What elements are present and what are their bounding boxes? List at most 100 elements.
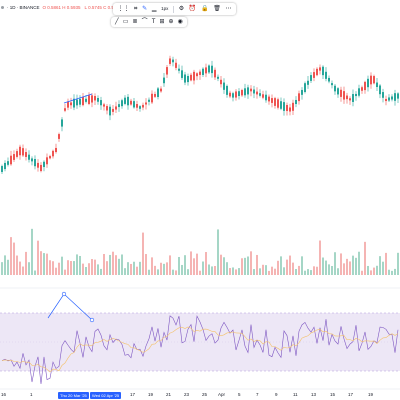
candle-body xyxy=(88,95,90,104)
candle-body xyxy=(232,93,234,98)
volume-bar xyxy=(142,232,144,275)
volume-bar xyxy=(373,267,375,275)
measure-icon[interactable]: ⊞ xyxy=(159,19,165,25)
x-tick: Apr xyxy=(218,392,226,397)
candle-body xyxy=(133,101,135,108)
candle-body xyxy=(55,147,57,153)
volume-bar xyxy=(145,254,147,275)
volume-bar xyxy=(136,266,138,275)
text-icon[interactable]: T xyxy=(151,19,156,25)
volume-bar xyxy=(385,252,387,275)
candle-body xyxy=(169,58,171,64)
candle-body xyxy=(316,68,318,76)
rectangle-icon[interactable]: ▭ xyxy=(122,19,129,25)
candle-body xyxy=(217,76,219,79)
status-dot-icon xyxy=(1,5,4,9)
candle-body xyxy=(34,158,36,167)
candle-body xyxy=(178,68,180,71)
pencil-icon[interactable]: ✎ xyxy=(142,6,148,12)
volume-bar xyxy=(220,254,222,275)
candle-body xyxy=(298,93,300,102)
candle-body xyxy=(52,150,54,157)
volume-bar xyxy=(223,257,225,275)
candle-body xyxy=(253,89,255,94)
drawing-tools-palette: ╱ ▭ ≣ ⌒ T ⊞ ⊕ ◉ xyxy=(111,17,187,27)
alert-icon[interactable]: ⏰ xyxy=(188,6,197,12)
range-end-badge[interactable]: Wed 02 Apr '25 xyxy=(90,392,122,399)
candle-body xyxy=(271,98,273,103)
zoom-icon[interactable]: ⊕ xyxy=(168,19,174,25)
candle-body xyxy=(181,70,183,78)
x-tick: 5 xyxy=(238,392,241,397)
candle-body xyxy=(340,89,342,97)
volume-bar xyxy=(283,267,285,275)
settings-icon[interactable]: ⚙ xyxy=(178,6,185,12)
volume-bar xyxy=(238,268,240,275)
candle-body xyxy=(337,88,339,95)
candle-body xyxy=(265,94,267,101)
candle-body xyxy=(235,91,237,98)
volume-bar xyxy=(124,268,126,275)
drag-handle-icon[interactable]: ⋮⋮ xyxy=(117,6,130,12)
line-color-icon[interactable]: ▁ xyxy=(151,6,157,12)
candle-body xyxy=(379,85,381,95)
symbol-label[interactable]: · 1D · BINANCE xyxy=(7,4,40,10)
volume-bar xyxy=(292,262,294,275)
rsi-ma-line xyxy=(1,326,399,373)
volume-bar xyxy=(112,251,114,275)
trend-line-icon[interactable]: ╱ xyxy=(115,19,119,25)
volume-bar xyxy=(37,240,39,275)
brush-icon[interactable]: ⌒ xyxy=(141,19,148,25)
volume-bar xyxy=(235,269,237,275)
volume-bar xyxy=(208,264,210,275)
candle-body xyxy=(19,146,21,156)
candle-body xyxy=(229,92,231,97)
more-icon[interactable]: ⋯ xyxy=(225,6,232,12)
volume-bar xyxy=(73,261,75,275)
fib-icon[interactable]: ≣ xyxy=(132,19,138,25)
candle-body xyxy=(172,59,174,63)
range-start-badge[interactable]: Thu 20 Mar '25 xyxy=(58,392,89,399)
candle-body xyxy=(301,89,303,95)
candle-body xyxy=(220,79,222,85)
candle-body xyxy=(97,97,99,102)
volume-bar xyxy=(85,266,87,275)
volume-bar xyxy=(121,254,123,275)
volume-bar xyxy=(31,228,33,275)
volume-bar xyxy=(370,270,372,275)
volume-bar xyxy=(175,270,177,275)
line-width-selector[interactable]: 1px xyxy=(161,5,169,11)
delete-icon[interactable]: 🗑 xyxy=(213,6,221,12)
candle-body xyxy=(190,74,192,81)
volume-bar xyxy=(109,254,111,275)
volume-bar xyxy=(262,264,264,275)
lock-icon[interactable]: 🔒 xyxy=(201,6,209,12)
candle-body xyxy=(127,96,129,106)
volume-bar xyxy=(160,262,162,275)
volume-bar xyxy=(340,253,342,275)
x-tick: 19 xyxy=(368,392,374,397)
eye-icon[interactable]: ◉ xyxy=(177,19,183,25)
candle-body xyxy=(280,101,282,109)
volume-bar xyxy=(154,265,156,275)
volume-bar xyxy=(40,251,42,275)
candle-body xyxy=(1,166,3,172)
time-axis[interactable]: 16 1 Thu 20 Mar '25 Wed 02 Apr '25 17 19… xyxy=(0,390,400,400)
volume-bar xyxy=(7,259,9,275)
volume-bar xyxy=(4,255,6,275)
volume-bar xyxy=(82,263,84,275)
volume-bar xyxy=(19,261,21,275)
candle-body xyxy=(382,92,384,98)
volume-bar xyxy=(346,258,348,275)
volume-bar xyxy=(1,262,3,275)
volume-bar xyxy=(115,255,117,275)
candle-body xyxy=(163,77,165,84)
x-tick: 23 xyxy=(184,392,190,397)
volume-bar xyxy=(229,268,231,275)
candle-body xyxy=(385,98,387,102)
candle-body xyxy=(49,156,51,159)
candle-body xyxy=(10,155,12,165)
template-icon[interactable]: ⌗ xyxy=(134,6,138,12)
volume-bar xyxy=(391,270,393,275)
